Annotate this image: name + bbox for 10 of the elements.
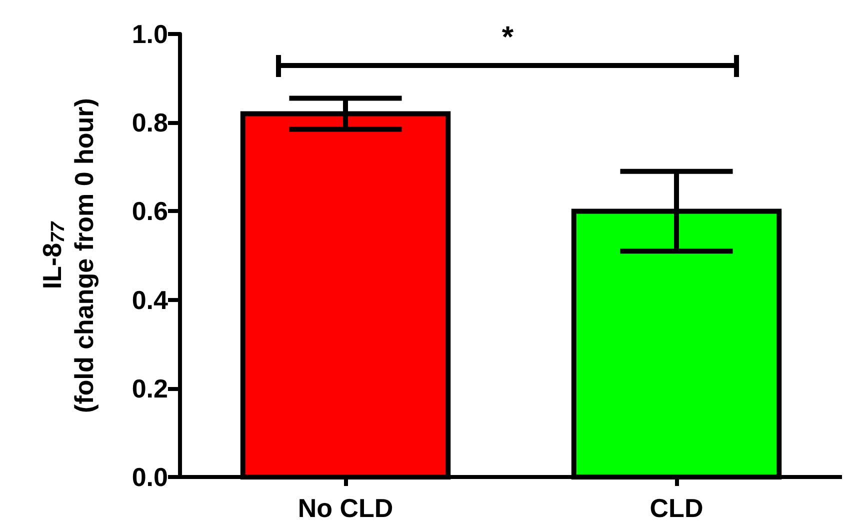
significance-bracket: * <box>276 23 740 77</box>
y-tick-label: 1.0 <box>132 19 168 49</box>
y-tick-label: 0.2 <box>132 373 168 404</box>
x-tick-label: CLD <box>650 493 704 523</box>
annotation: * <box>500 21 515 54</box>
y-tick-label: 0.8 <box>132 108 168 138</box>
y-tick-label: 0.6 <box>132 196 168 226</box>
y-tick-label: 0.4 <box>132 284 169 315</box>
x-tick-label: No CLD <box>298 493 394 523</box>
y-tick-label: 0.0 <box>132 462 168 492</box>
